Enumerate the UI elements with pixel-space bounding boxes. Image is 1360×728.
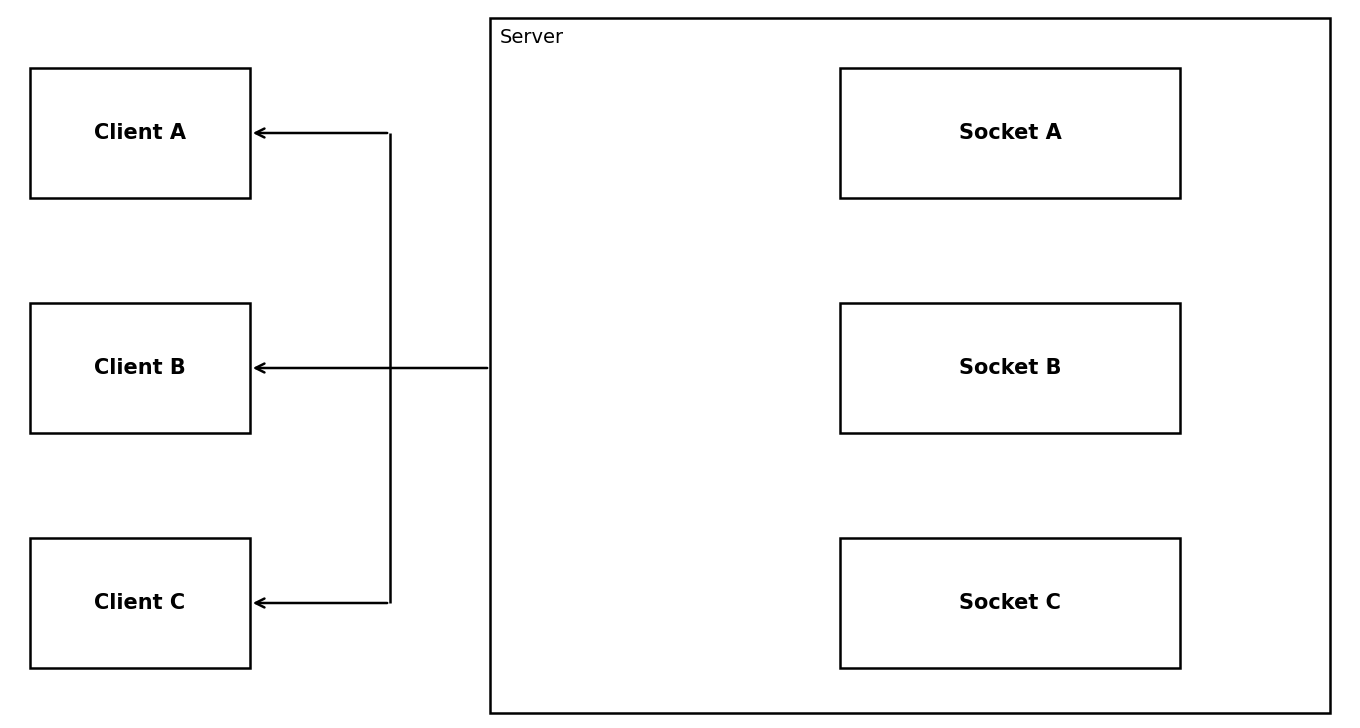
Text: Client B: Client B: [94, 358, 186, 378]
Text: Client C: Client C: [94, 593, 185, 613]
Bar: [30, 68, 250, 198]
Text: Socket C: Socket C: [959, 593, 1061, 613]
Text: Client A: Client A: [94, 123, 186, 143]
Bar: [840, 538, 1180, 668]
Text: Socket A: Socket A: [959, 123, 1061, 143]
Bar: [840, 68, 1180, 198]
Bar: [840, 303, 1180, 433]
Text: Socket B: Socket B: [959, 358, 1061, 378]
Bar: [30, 538, 250, 668]
Bar: [30, 303, 250, 433]
Bar: [490, 18, 1330, 713]
Text: Server: Server: [500, 28, 564, 47]
